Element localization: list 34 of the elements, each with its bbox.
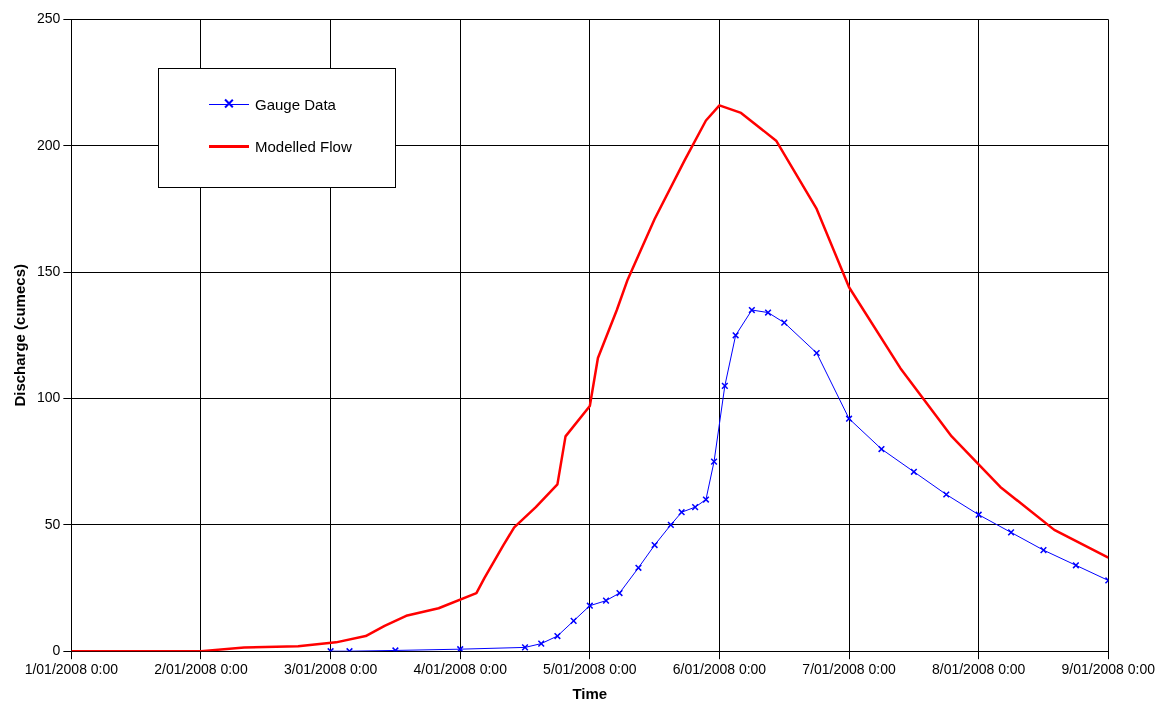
x-tick-label: 8/01/2008 0:00 bbox=[931, 661, 1026, 678]
point bbox=[456, 645, 464, 652]
x-tick-label: 6/01/2008 0:00 bbox=[672, 661, 767, 678]
x-tick-label: 1/01/2008 0:00 bbox=[24, 661, 119, 678]
x-tick-label: 5/01/2008 0:00 bbox=[543, 661, 637, 678]
point bbox=[877, 445, 886, 453]
y-tick-label: 150 bbox=[37, 262, 61, 279]
point bbox=[764, 308, 772, 317]
y-tick-label: 50 bbox=[44, 515, 61, 532]
y-tick-label: 200 bbox=[37, 136, 61, 153]
legend-label: Gauge Data bbox=[255, 95, 336, 113]
point bbox=[721, 382, 729, 390]
point bbox=[615, 589, 624, 597]
point bbox=[691, 503, 699, 511]
point bbox=[702, 495, 710, 504]
y-axis-title: Discharge (cumecs) bbox=[11, 264, 29, 407]
x-tick-label: 7/01/2008 0:00 bbox=[802, 661, 896, 678]
x-tick-label: 3/01/2008 0:00 bbox=[283, 661, 378, 678]
point bbox=[975, 511, 983, 519]
point bbox=[521, 643, 529, 651]
point bbox=[391, 646, 399, 652]
point bbox=[732, 331, 740, 339]
x-tick-label: 9/01/2008 0:00 bbox=[1061, 661, 1156, 678]
y-tick-label: 100 bbox=[37, 389, 61, 406]
point bbox=[1007, 528, 1015, 536]
x-tick-label: 4/01/2008 0:00 bbox=[413, 661, 508, 678]
x-axis-title: Time bbox=[572, 685, 608, 703]
point bbox=[553, 632, 561, 640]
x-tick-label: 2/01/2008 0:00 bbox=[154, 661, 248, 678]
legend-label: Modelled Flow bbox=[255, 137, 352, 155]
point bbox=[1039, 546, 1048, 554]
point bbox=[667, 521, 675, 529]
y-tick-label: 250 bbox=[37, 10, 61, 27]
y-tick-label: 0 bbox=[52, 642, 61, 659]
